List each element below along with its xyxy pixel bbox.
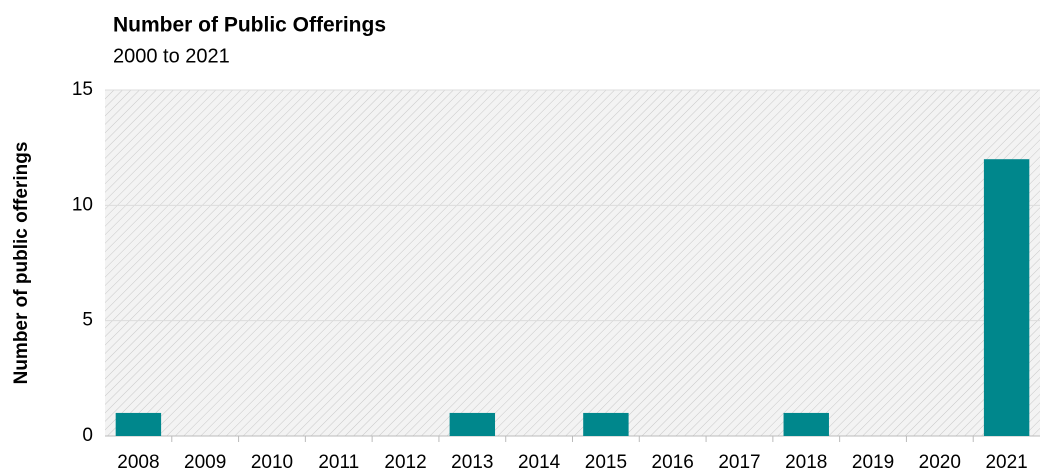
x-tick-label: 2013 <box>451 452 493 473</box>
x-tick-label: 2017 <box>718 452 760 473</box>
x-tick-label: 2016 <box>652 452 694 473</box>
y-tick-label: 15 <box>72 79 93 100</box>
x-tick-label: 2014 <box>518 452 561 473</box>
x-tick-label: 2011 <box>318 452 359 473</box>
chart-title: Number of Public Offerings <box>113 14 386 37</box>
chart-subtitle: 2000 to 2021 <box>113 45 230 67</box>
x-tick-label: 2009 <box>184 452 226 473</box>
x-tick-label: 2010 <box>251 452 293 473</box>
bar <box>583 412 629 436</box>
y-tick-label: 0 <box>82 425 93 446</box>
x-tick-label: 2008 <box>117 452 159 473</box>
x-tick-label: 2018 <box>785 452 827 473</box>
bar <box>983 159 1030 436</box>
y-tick-label: 10 <box>72 194 93 215</box>
y-tick-label: 5 <box>82 310 93 331</box>
y-axis-label: Number of public offerings <box>11 142 32 385</box>
bar <box>115 412 162 436</box>
x-tick-label: 2021 <box>985 452 1027 473</box>
x-tick-label: 2012 <box>384 452 426 473</box>
bar <box>449 412 496 436</box>
x-tick-label: 2020 <box>919 452 961 473</box>
x-tick-label: 2019 <box>852 452 894 473</box>
bar <box>783 412 829 436</box>
x-tick-label: 2015 <box>585 452 627 473</box>
plot-background <box>105 90 1040 436</box>
